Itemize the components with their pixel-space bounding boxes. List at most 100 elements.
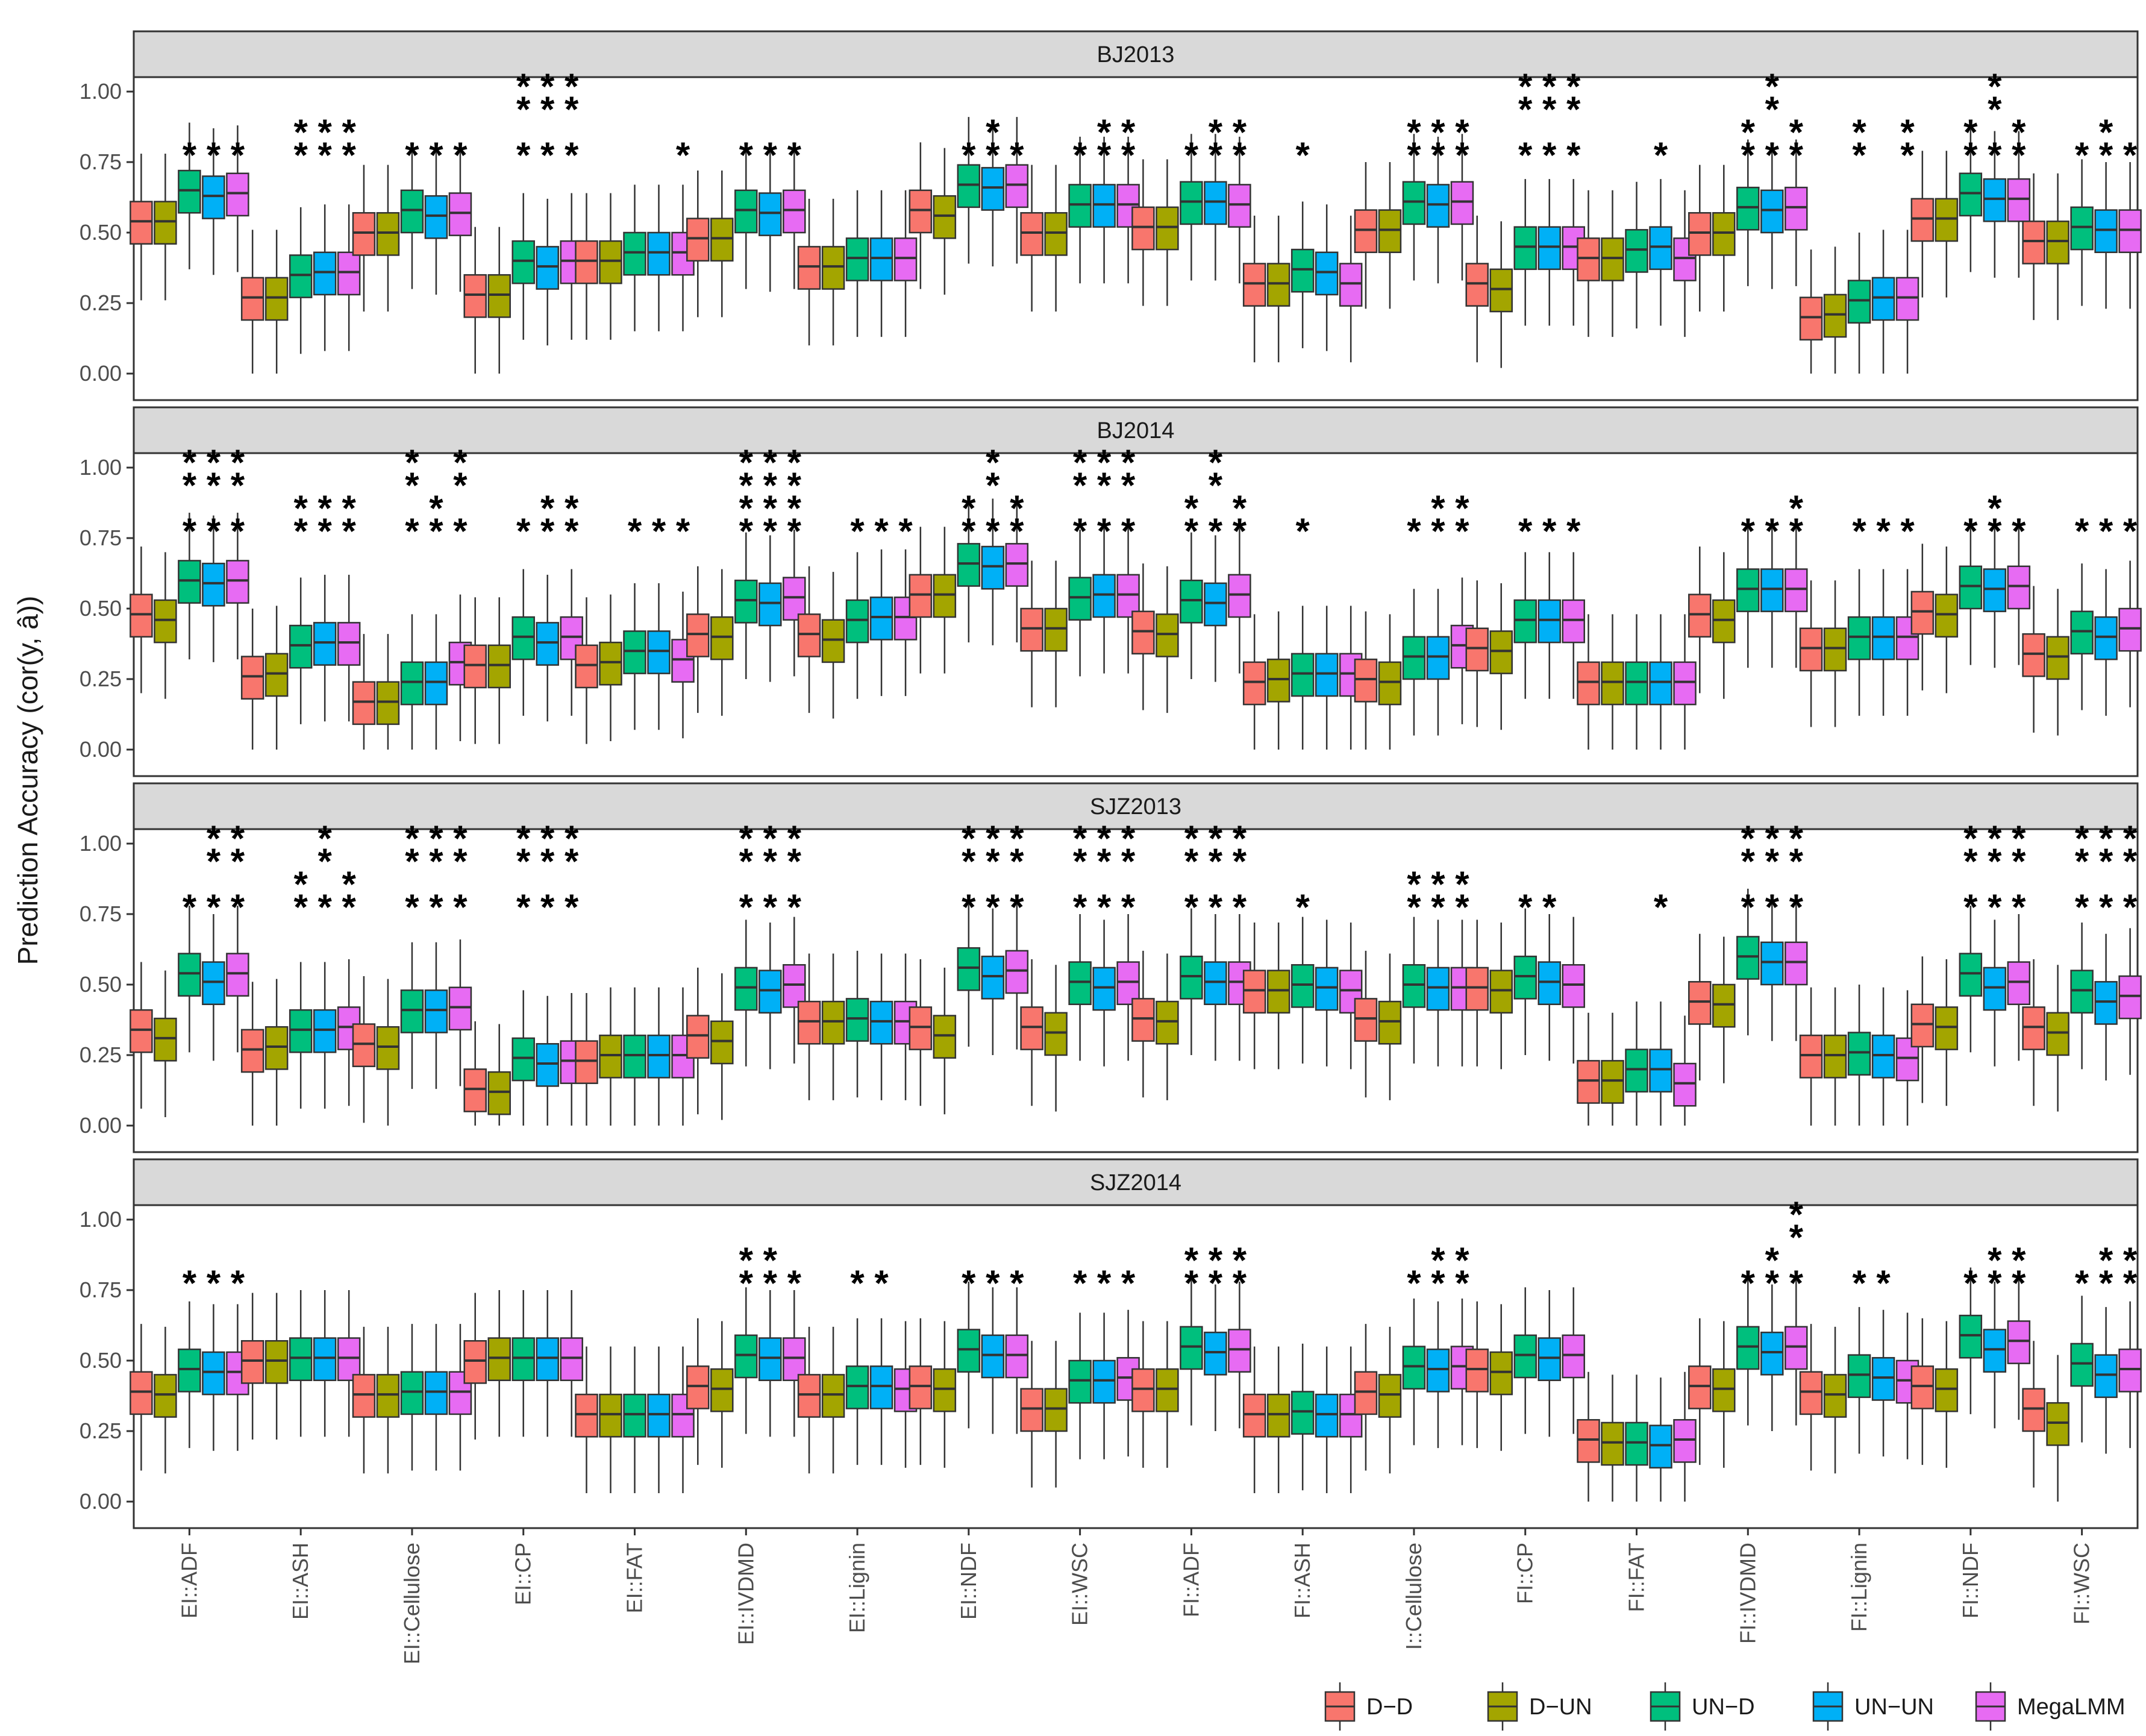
box-UN-D — [734, 1334, 758, 1379]
box-D-UN — [376, 212, 400, 256]
significance-star: * — [1789, 511, 1804, 551]
box-D-UN — [154, 1374, 177, 1418]
significance-star: * — [1988, 89, 2002, 130]
significance-star: * — [1431, 112, 1445, 152]
box-D-UN — [1601, 237, 1624, 281]
significance-star: * — [2123, 818, 2138, 859]
significance-star: * — [565, 511, 579, 551]
y-tick-label: 1.00 — [80, 79, 122, 104]
significance-star: * — [787, 442, 802, 483]
box-UN-UN — [313, 1337, 337, 1382]
box-UN-D — [734, 189, 758, 234]
x-tick-label: FI::WSC — [2069, 1543, 2094, 1625]
box-UN-UN — [759, 970, 782, 1014]
significance-star: * — [1209, 887, 1223, 927]
box-MegaLMM — [1785, 568, 1808, 612]
significance-star: * — [1765, 818, 1780, 859]
significance-star: * — [1566, 89, 1581, 130]
significance-star: * — [1097, 465, 1112, 506]
box-D-D — [1577, 1060, 1600, 1104]
significance-star: * — [2123, 1240, 2138, 1280]
significance-star: * — [1518, 89, 1533, 130]
x-tick-label: EI::Lignin — [845, 1543, 869, 1633]
box-D-D — [1131, 206, 1155, 251]
y-tick-label: 0.75 — [80, 1277, 122, 1302]
box-MegaLMM — [226, 560, 249, 604]
legend-label: UN−UN — [1854, 1694, 1934, 1720]
box-UN-D — [957, 947, 981, 991]
significance-star: * — [1233, 112, 1247, 152]
box-UN-D — [511, 1037, 535, 1082]
significance-star: * — [1988, 135, 2002, 175]
x-tick-label: EI::WSC — [1068, 1543, 1092, 1626]
significance-star: * — [429, 511, 443, 551]
box-D-UN — [821, 619, 845, 663]
panel-title: SJZ2014 — [1090, 1170, 1181, 1195]
significance-star: * — [540, 135, 555, 175]
significance-star: * — [565, 887, 579, 927]
box-UN-UN — [981, 1334, 1005, 1379]
y-tick-label: 0.00 — [80, 737, 122, 762]
significance-star: * — [787, 511, 802, 551]
y-tick-label: 1.00 — [80, 1207, 122, 1232]
significance-star: * — [318, 818, 332, 859]
significance-star: * — [207, 818, 221, 859]
significance-star: * — [1073, 135, 1087, 175]
box-UN-D — [957, 1329, 981, 1373]
box-D-UN — [1378, 209, 1402, 254]
box-D-D — [1242, 970, 1266, 1014]
box-UN-D — [1513, 955, 1537, 1000]
box-MegaLMM — [1005, 543, 1029, 587]
box-D-UN — [1489, 970, 1513, 1014]
significance-star: * — [2123, 511, 2138, 551]
significance-star: * — [1542, 89, 1557, 130]
significance-star: * — [1900, 511, 1915, 551]
significance-star: * — [1566, 66, 1581, 107]
significance-star: * — [1741, 135, 1756, 175]
significance-star: * — [1455, 887, 1469, 927]
box-UN-UN — [536, 1337, 559, 1382]
significance-star: * — [342, 488, 356, 528]
box-D-D — [1910, 198, 1935, 242]
box-D-D — [463, 274, 487, 318]
box-MegaLMM — [1785, 1326, 1808, 1370]
box-UN-UN — [1871, 277, 1895, 321]
box-UN-D — [400, 989, 424, 1033]
box-UN-D — [1625, 661, 1648, 706]
significance-star: * — [1988, 488, 2002, 528]
significance-star: * — [565, 66, 579, 107]
box-MegaLMM — [783, 964, 806, 1008]
significance-star: * — [342, 135, 356, 175]
significance-star: * — [1233, 135, 1247, 175]
significance-star: * — [1963, 841, 1978, 882]
significance-star: * — [1121, 135, 1136, 175]
legend-label: MegaLMM — [2017, 1694, 2126, 1720]
significance-star: * — [1184, 488, 1199, 528]
box-MegaLMM — [1005, 950, 1029, 994]
box-D-D — [1354, 658, 1378, 703]
significance-star: * — [1184, 818, 1199, 859]
significance-star: * — [1431, 887, 1445, 927]
significance-star: * — [1209, 841, 1223, 882]
box-D-D — [1020, 212, 1043, 256]
box-D-D — [1242, 263, 1266, 307]
box-UN-UN — [1315, 1393, 1339, 1438]
box-MegaLMM — [1673, 1419, 1697, 1463]
box-D-D — [1131, 1368, 1155, 1412]
box-D-D — [240, 1029, 264, 1073]
significance-star: * — [453, 818, 468, 859]
significance-star: * — [739, 818, 754, 859]
significance-star: * — [763, 511, 778, 551]
box-D-D — [1242, 661, 1266, 706]
box-D-UN — [1935, 1368, 1959, 1412]
significance-star: * — [342, 511, 356, 551]
significance-star: * — [1121, 511, 1136, 551]
significance-star: * — [1233, 488, 1247, 528]
significance-star: * — [962, 841, 976, 882]
box-D-D — [797, 246, 821, 290]
box-UN-UN — [1092, 184, 1116, 228]
box-MegaLMM — [2118, 1349, 2142, 1393]
significance-star: * — [540, 488, 555, 528]
box-UN-UN — [1760, 568, 1784, 612]
